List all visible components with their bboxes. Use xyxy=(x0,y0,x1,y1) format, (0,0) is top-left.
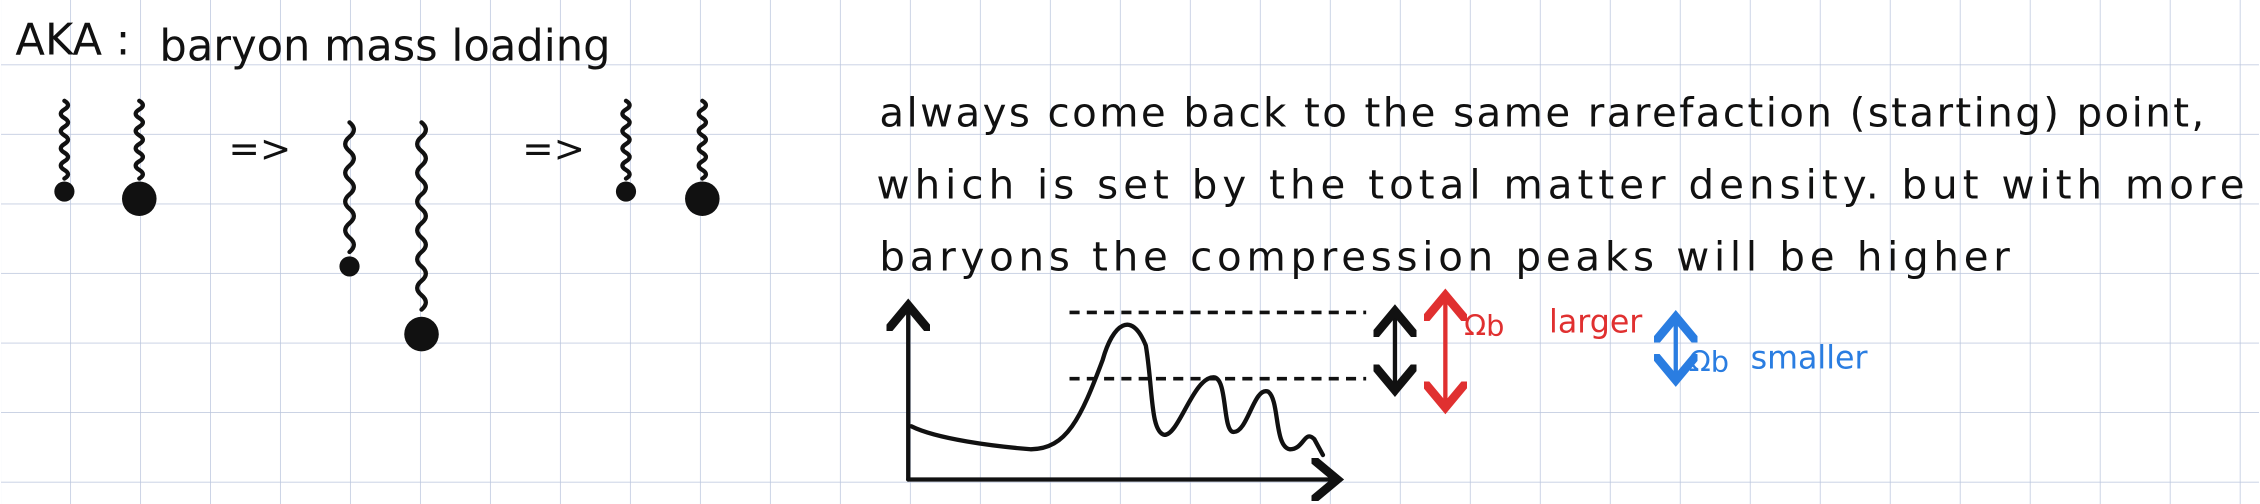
spring xyxy=(58,98,71,181)
larger-label: larger xyxy=(1549,305,1643,341)
spring xyxy=(415,120,428,312)
spring xyxy=(620,98,632,181)
spring xyxy=(696,98,709,181)
arrow-symbol: => xyxy=(522,126,585,170)
heading-prefix: AKA : xyxy=(15,16,130,66)
smaller-label: smaller xyxy=(1751,341,1869,377)
paragraph-line: baryons the compression peaks will be hi… xyxy=(879,234,2010,281)
paragraph-line: always come back to the same rarefaction… xyxy=(879,90,2204,137)
mass-ball xyxy=(615,181,637,202)
mass-ball xyxy=(54,181,75,202)
spring xyxy=(133,98,145,181)
spring-diagrams xyxy=(54,98,720,352)
spring xyxy=(343,120,356,255)
mass-ball xyxy=(122,181,157,216)
omega-symbol: Ωb xyxy=(1689,345,1729,379)
arrow-symbol: => xyxy=(229,126,292,170)
mass-ball xyxy=(339,256,360,277)
sketch-plot xyxy=(908,300,1676,480)
paragraph-line: which is set by the total matter density… xyxy=(877,162,2245,209)
omega-symbol: Ωb xyxy=(1464,309,1504,343)
mass-ball xyxy=(404,316,439,352)
heading-text: baryon mass loading xyxy=(159,21,610,71)
mass-ball xyxy=(685,181,720,216)
